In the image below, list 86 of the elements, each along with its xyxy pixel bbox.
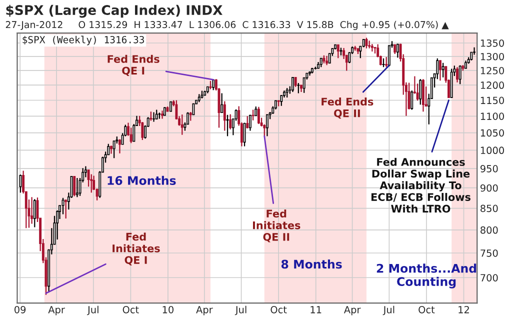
- candlestick: [294, 76, 297, 88]
- annotation: 8 Months: [281, 260, 342, 269]
- y-tick-label: 800: [480, 226, 498, 234]
- candlestick: [292, 76, 294, 93]
- candlestick: [252, 109, 254, 121]
- candlestick: [248, 114, 252, 132]
- candlestick: [155, 109, 158, 120]
- candlestick: [132, 123, 136, 142]
- candlestick: [458, 64, 462, 85]
- y-tick-label: 850: [480, 204, 498, 212]
- candlestick: [152, 112, 156, 122]
- candlestick: [266, 114, 268, 137]
- y-tick-label: 1000: [480, 146, 504, 154]
- annotation: Fed Ends QE II: [322, 98, 374, 119]
- candlestick: [170, 101, 172, 112]
- candlestick: [246, 116, 249, 129]
- candlestick: [257, 106, 260, 125]
- y-tick-label: 950: [480, 165, 498, 172]
- y-tick-label: 1100: [480, 112, 504, 120]
- annotation: Fed Ends QE I: [108, 54, 160, 76]
- chart-title: $SPX (Large Cap Index) INDX: [6, 4, 222, 18]
- candlestick: [223, 100, 226, 132]
- y-tick-label: 1300: [480, 52, 504, 60]
- x-tick-label: 10: [162, 306, 174, 314]
- annotation: 16 Months: [108, 176, 176, 185]
- x-tick-label: 11: [310, 306, 322, 314]
- candlestick: [110, 145, 112, 154]
- annotation: $SPX (Weekly) 1316.33: [22, 36, 144, 46]
- candlestick: [30, 196, 34, 224]
- chart-subtitle: 27-Jan-2012 O 1315.29 H 1333.47 L 1306.06 C 1316.33 V 15.8B Chg +0.95 (+0.07%) ▲: [6, 20, 449, 30]
- x-tick-label: Oct: [270, 306, 287, 314]
- candlestick: [302, 77, 306, 94]
- x-tick-label: Apr: [344, 306, 361, 316]
- candlestick: [439, 60, 442, 82]
- y-tick-label: 750: [480, 249, 498, 257]
- x-tick-label: Jul: [234, 306, 246, 316]
- candlestick: [220, 92, 224, 114]
- candlestick: [180, 114, 184, 136]
- candlestick: [76, 178, 78, 198]
- candlestick: [62, 197, 64, 215]
- x-tick-label: Oct: [418, 306, 435, 314]
- x-tick-label: Jul: [382, 306, 394, 316]
- candlestick: [456, 66, 458, 83]
- y-tick-label: 1250: [480, 66, 504, 74]
- candlestick: [394, 44, 396, 55]
- annotation: 2 Months...And Counting: [376, 264, 476, 288]
- x-tick-label: Jul: [87, 306, 98, 316]
- candlestick: [64, 199, 68, 220]
- candlestick: [436, 58, 439, 80]
- candlestick: [226, 114, 229, 137]
- candlestick: [90, 174, 93, 194]
- candlestick: [150, 111, 152, 122]
- candlestick: [254, 106, 258, 116]
- candlestick: [161, 110, 164, 120]
- candlestick: [326, 55, 328, 66]
- candlestick: [19, 174, 22, 194]
- candlestick: [243, 122, 246, 147]
- candlestick: [280, 94, 283, 106]
- y-tick-label: 1200: [480, 82, 504, 89]
- candlestick: [118, 138, 121, 154]
- candlestick: [112, 140, 116, 159]
- candlestick: [286, 88, 288, 98]
- x-tick-label: Oct: [122, 306, 139, 314]
- y-tick-label: 700: [480, 274, 498, 282]
- y-tick-label: 900: [480, 184, 498, 192]
- candlestick: [229, 114, 232, 130]
- candlestick: [396, 43, 399, 58]
- candlestick: [342, 47, 346, 60]
- y-tick-label: 1150: [480, 96, 504, 104]
- annotation: Fed Initiates QE II: [253, 209, 300, 242]
- candlestick: [33, 198, 36, 228]
- y-tick-label: 1050: [480, 129, 504, 137]
- candlestick: [419, 78, 422, 106]
- candlestick: [73, 176, 76, 197]
- x-tick-label: Apr: [196, 306, 213, 316]
- x-tick-label: Apr: [48, 306, 65, 316]
- candlestick: [410, 90, 414, 110]
- x-tick-label: 12: [458, 306, 469, 314]
- candlestick: [297, 82, 300, 94]
- annotation: Fed Initiates QE I: [112, 232, 160, 266]
- candlestick: [336, 44, 340, 59]
- annotation: Fed Announces Dollar Swap Line Availability To ECB/ ECB Follows With LTRO: [371, 158, 470, 213]
- x-tick-label: 09: [14, 306, 26, 314]
- y-tick-label: 1350: [480, 39, 504, 47]
- candlestick: [442, 62, 444, 78]
- candlestick: [385, 56, 388, 68]
